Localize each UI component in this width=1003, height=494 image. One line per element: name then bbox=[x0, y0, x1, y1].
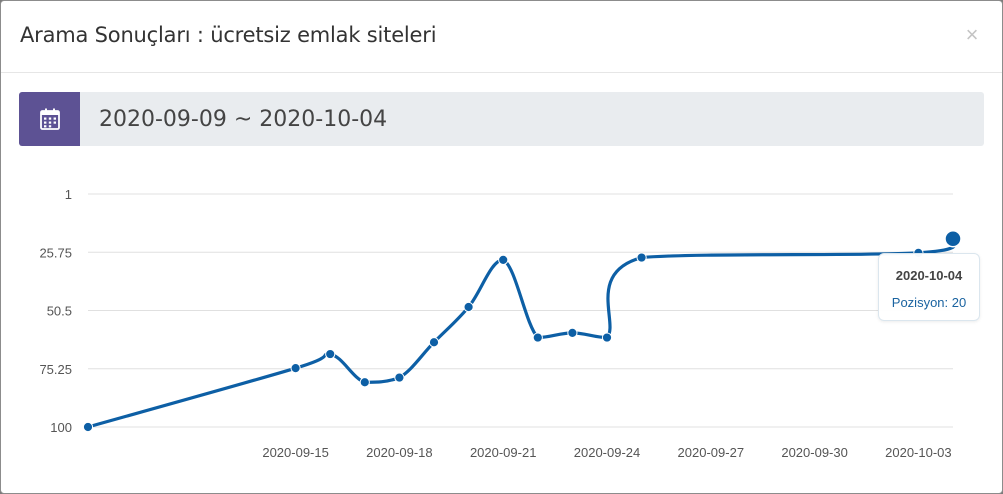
data-point[interactable] bbox=[82, 421, 94, 433]
y-tick-label: 50.5 bbox=[47, 304, 72, 319]
modal-header: Arama Sonuçları : ücretsiz emlak siteler… bbox=[1, 1, 1002, 73]
calendar-icon bbox=[40, 108, 60, 130]
y-tick-label: 75.25 bbox=[39, 362, 72, 377]
series-line bbox=[86, 237, 956, 429]
data-point[interactable] bbox=[290, 363, 301, 374]
tooltip-date: 2020-10-04 bbox=[895, 268, 963, 283]
data-point[interactable] bbox=[532, 332, 543, 343]
data-point[interactable] bbox=[636, 252, 647, 263]
data-point[interactable] bbox=[498, 254, 509, 265]
tooltip-value: Pozisyon: 20 bbox=[891, 295, 967, 310]
x-tick-label: 2020-09-15 bbox=[262, 445, 329, 460]
x-tick-label: 2020-09-21 bbox=[470, 445, 537, 460]
y-tick-label: 25.75 bbox=[39, 245, 72, 260]
x-tick-label: 2020-09-24 bbox=[574, 445, 641, 460]
x-tick-label: 2020-09-27 bbox=[678, 445, 745, 460]
chart-tooltip: 2020-10-04 Pozisyon: 20 bbox=[878, 253, 980, 321]
data-point[interactable] bbox=[601, 332, 613, 343]
y-tick-label: 100 bbox=[50, 420, 72, 435]
y-tick-label: 1 bbox=[65, 187, 72, 202]
x-tick-label: 2020-09-18 bbox=[366, 445, 433, 460]
position-line-chart: 1 25.75 50.5 75.25 100 2020-09-15 2020-09-18 2… bbox=[39, 187, 962, 460]
x-tick-label: 2020-10-03 bbox=[885, 445, 952, 460]
date-range-input[interactable] bbox=[80, 92, 984, 146]
modal-title: Arama Sonuçları : ücretsiz emlak siteler… bbox=[20, 23, 437, 47]
calendar-addon[interactable] bbox=[19, 92, 80, 146]
close-button[interactable]: × bbox=[965, 22, 979, 47]
data-point[interactable] bbox=[359, 377, 370, 388]
data-point[interactable] bbox=[428, 337, 440, 348]
data-point[interactable] bbox=[567, 327, 578, 338]
data-point[interactable] bbox=[944, 229, 962, 248]
data-point[interactable] bbox=[463, 301, 474, 313]
x-tick-label: 2020-09-30 bbox=[781, 445, 848, 460]
data-point[interactable] bbox=[325, 348, 336, 360]
date-range-group bbox=[19, 92, 984, 146]
data-point[interactable] bbox=[394, 372, 405, 383]
